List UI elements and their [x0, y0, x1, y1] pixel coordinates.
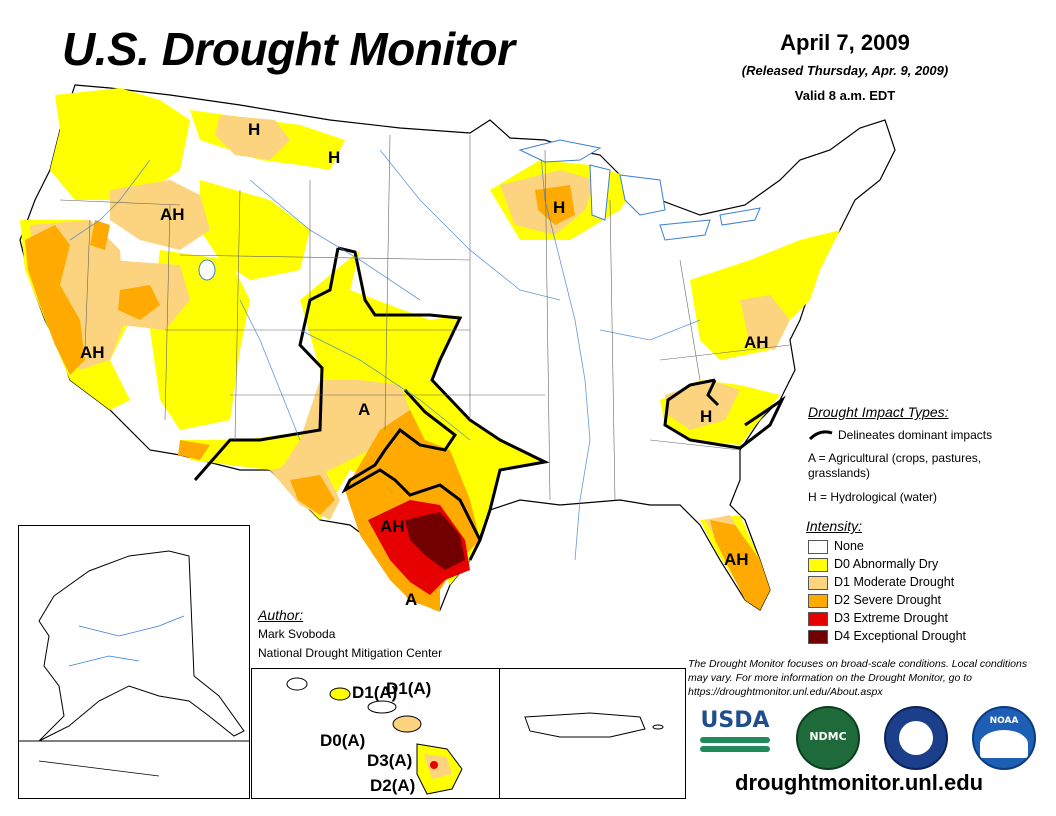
hawaii-label-d3: D3(A): [367, 751, 413, 770]
impact-legend-delineates: Delineates dominant impacts: [838, 428, 993, 442]
impact-label-ah-virginia: AH: [744, 333, 769, 352]
impact-label-a-oklahoma: A: [358, 400, 371, 419]
page-title: U.S. Drought Monitor: [62, 23, 515, 75]
usda-logo-text: USDA: [700, 708, 770, 733]
impact-boundaries: [193, 246, 786, 561]
intensity-legend-title: Intensity:: [806, 518, 863, 534]
intensity-label: D2 Severe Drought: [834, 593, 942, 607]
intensity-swatch: [808, 630, 828, 644]
impact-legend-agricultural: A = Agricultural (crops, pastures, grass…: [808, 451, 982, 480]
impact-label-ah-california: AH: [80, 343, 105, 362]
usda-logo: USDA: [700, 708, 770, 760]
hawaii-inset: [251, 668, 501, 799]
intensity-label: D3 Extreme Drought: [834, 611, 948, 625]
impact-label-h-wisconsin: H: [553, 198, 566, 217]
commerce-seal-icon: [884, 706, 948, 770]
impact-label-h-carolina: H: [700, 407, 713, 426]
state-borders: [59, 134, 791, 501]
hawaii-label-oahu: D1(A): [386, 679, 432, 698]
puerto-rico-inset: [499, 668, 686, 799]
author-name: Mark Svoboda: [258, 627, 336, 641]
impact-line-icon: [808, 430, 833, 441]
hawaii-map: [286, 677, 463, 795]
hawaii-label-d2: D2(A): [370, 776, 416, 795]
puerto-rico-map: [524, 712, 664, 738]
great-lakes: [198, 139, 761, 281]
impact-label-ah-florida: AH: [724, 550, 749, 569]
alaska-inset: [18, 525, 250, 799]
noaa-logo-text: NOAA: [989, 716, 1019, 726]
impact-label-h-montana-west: H: [248, 120, 261, 139]
hawaii-label-molokai: D0(A): [320, 731, 366, 750]
noaa-logo: NOAA: [972, 706, 1036, 770]
alaska-map: [19, 550, 249, 777]
map-date: April 7, 2009: [780, 30, 910, 55]
intensity-swatch: [808, 612, 828, 626]
impact-label-ah-northwest: AH: [160, 205, 185, 224]
impact-label-ah-texas: AH: [380, 517, 405, 536]
impact-label-a-south-texas: A: [405, 590, 418, 609]
intensity-legend: None D0 Abnormally Dry D1 Moderate Drought…: [808, 539, 1008, 650]
ndmc-logo-text: NDMC: [809, 730, 847, 743]
intensity-swatch: [808, 540, 828, 554]
intensity-label: None: [834, 539, 864, 553]
impact-legend-title: Drought Impact Types:: [808, 404, 949, 420]
intensity-label: D4 Exceptional Drought: [834, 629, 967, 643]
author-label: Author:: [258, 607, 304, 623]
author-organization: National Drought Mitigation Center: [258, 646, 443, 660]
website-url[interactable]: droughtmonitor.unl.edu: [735, 770, 984, 795]
release-date: (Released Thursday, Apr. 9, 2009): [741, 63, 949, 78]
hawaii-label-kauai: D1(A): [352, 683, 398, 702]
ndmc-logo: NDMC: [796, 706, 860, 770]
rivers: [69, 144, 701, 561]
d4-region: [405, 512, 465, 570]
impact-label-h-montana-east: H: [328, 148, 341, 167]
impact-legend-hydrological: H = Hydrological (water): [808, 490, 938, 504]
intensity-swatch: [808, 558, 828, 572]
disclaimer-note: The Drought Monitor focuses on broad-sca…: [688, 658, 1028, 698]
intensity-swatch: [808, 576, 828, 590]
valid-time: Valid 8 a.m. EDT: [794, 88, 896, 103]
intensity-label: D0 Abnormally Dry: [834, 557, 939, 571]
intensity-swatch: [808, 594, 828, 608]
intensity-label: D1 Moderate Drought: [834, 575, 955, 589]
